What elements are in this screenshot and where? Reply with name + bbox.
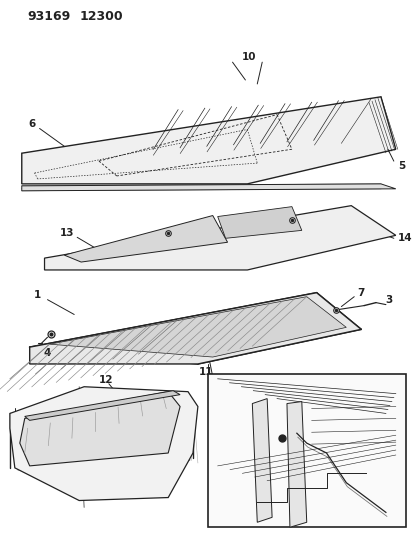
Text: 93169: 93169 bbox=[28, 10, 71, 23]
Polygon shape bbox=[22, 97, 395, 184]
Polygon shape bbox=[25, 391, 180, 421]
Text: 14: 14 bbox=[397, 233, 411, 243]
Text: 13: 13 bbox=[60, 228, 74, 238]
Text: 6: 6 bbox=[28, 118, 35, 128]
Bar bbox=[207, 374, 405, 527]
Text: 12300: 12300 bbox=[79, 10, 123, 23]
Polygon shape bbox=[10, 387, 197, 500]
Text: 2: 2 bbox=[133, 254, 140, 264]
Polygon shape bbox=[22, 184, 395, 191]
Text: 9: 9 bbox=[350, 410, 357, 421]
Text: 11: 11 bbox=[198, 367, 213, 377]
Text: 10: 10 bbox=[242, 52, 256, 62]
Polygon shape bbox=[64, 215, 227, 262]
Text: 5: 5 bbox=[397, 161, 404, 171]
Polygon shape bbox=[286, 401, 306, 527]
Polygon shape bbox=[45, 206, 395, 270]
Polygon shape bbox=[217, 207, 301, 238]
Text: 3: 3 bbox=[385, 295, 392, 305]
Polygon shape bbox=[50, 297, 346, 357]
Polygon shape bbox=[30, 293, 360, 364]
Text: 1: 1 bbox=[34, 290, 41, 300]
Polygon shape bbox=[50, 297, 346, 357]
Polygon shape bbox=[20, 392, 180, 466]
Text: 12: 12 bbox=[98, 375, 113, 385]
Text: 7: 7 bbox=[356, 288, 364, 298]
Text: 8: 8 bbox=[230, 440, 237, 450]
Text: 4: 4 bbox=[44, 348, 51, 358]
Polygon shape bbox=[252, 399, 271, 522]
